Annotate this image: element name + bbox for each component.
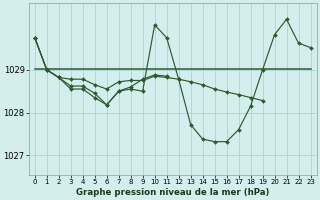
X-axis label: Graphe pression niveau de la mer (hPa): Graphe pression niveau de la mer (hPa) [76, 188, 269, 197]
